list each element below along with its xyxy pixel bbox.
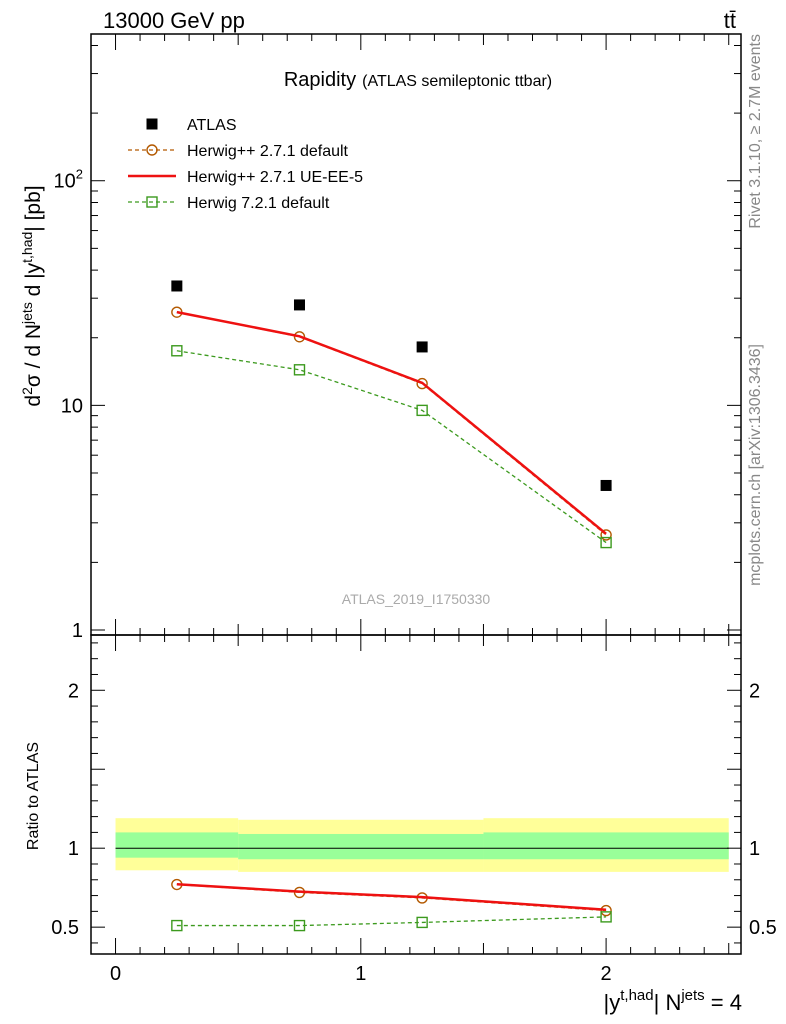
ratio-point-herwig-7-2-1-default (171, 919, 183, 932)
ratio-y-tick-label-right: 2 (749, 680, 760, 702)
ratio-uncertainty-bands (115, 818, 729, 872)
mcplots-label: mcplots.cern.ch [arXiv:1306.3436] (747, 344, 764, 586)
legend: ATLAS Herwig++ 2.7.1 default Herwig++ 2.7.… (128, 117, 363, 212)
ratio-x-tick-label: 2 (601, 963, 612, 985)
ratio-y-tick-label-right: 1 (749, 838, 760, 860)
ratio-y-tick-label: 2 (68, 680, 79, 702)
ratio-x-tick-label: 1 (355, 963, 366, 985)
main-point-herwig-7-2-1-default (600, 536, 612, 549)
main-point-herwig-7-2-1-default (416, 404, 428, 417)
ratio-plot-border (90, 634, 742, 955)
ratio-x-tick-label: 0 (110, 963, 121, 985)
analysis-watermark: ATLAS_2019_I1750330 (342, 591, 491, 607)
legend-label-herwig-2-7-1-default: Herwig++ 2.7.1 default (187, 143, 349, 160)
main-line-herwig-2-7-1-default (176, 311, 607, 536)
main-y-axis-label: d2σ / d Njets d |yt,had| [pb] (19, 185, 45, 406)
header-right: tt̄ (724, 8, 736, 33)
chart-title: Rapidity (ATLAS semileptonic ttbar) (284, 69, 552, 91)
main-point-atlas (600, 479, 612, 491)
ratio-plot-series (171, 878, 612, 932)
ratio-y-tick-label: 0.5 (51, 917, 79, 939)
ratio-point-herwig-7-2-1-default (416, 916, 428, 929)
rivet-label: Rivet 3.1.10, ≥ 2.7M events (747, 34, 764, 229)
ratio-line-herwig-2-7-1-ue-ee-5 (176, 882, 607, 912)
ratio-point-herwig-7-2-1-default (293, 919, 306, 932)
x-axis-label: |yt,had| Njets = 4 (604, 987, 742, 1015)
legend-marker-herwig-2-7-1-default (146, 144, 158, 156)
legend-marker-atlas (146, 118, 158, 130)
main-point-herwig-2-7-1-default (293, 331, 306, 343)
main-y-tick-label: 10 (61, 395, 83, 417)
ratio-plot-frame: 0 1 2 0.5 0.5 1 1 2 2 (51, 634, 777, 985)
main-point-herwig-7-2-1-default (293, 364, 306, 376)
ratio-band-inner-2 (483, 832, 729, 860)
main-point-atlas (416, 341, 428, 353)
ratio-y-tick-label: 1 (68, 838, 79, 860)
ratio-point-herwig-7-2-1-default (600, 911, 612, 923)
legend-label-herwig-7-2-1-default: Herwig 7.2.1 default (187, 195, 330, 212)
ratio-band-inner-0 (115, 832, 239, 858)
main-point-atlas (293, 299, 305, 311)
ratio-y-axis-label: Ratio to ATLAS (25, 742, 42, 850)
main-line-herwig-7-2-1-default (176, 350, 607, 544)
header-left: 13000 GeV pp (103, 8, 245, 33)
ratio-line-herwig-7-2-1-default (176, 916, 607, 927)
main-y-tick-label: 1 (72, 620, 83, 642)
ratio-y-tick-label-right: 0.5 (749, 917, 777, 939)
main-y-tick-label: 102 (54, 167, 83, 193)
main-point-herwig-7-2-1-default (171, 345, 183, 357)
legend-label-herwig-2-7-1-ue-ee-5: Herwig++ 2.7.1 UE-EE-5 (187, 169, 363, 186)
main-plot-series (171, 280, 612, 549)
main-point-herwig-2-7-1-default (600, 529, 612, 541)
main-y-tick-exponent: 2 (76, 167, 83, 182)
main-line-herwig-2-7-1-ue-ee-5 (176, 310, 607, 535)
legend-label-atlas: ATLAS (187, 117, 237, 134)
main-point-atlas (171, 280, 183, 292)
legend-marker-herwig-7-2-1-default (146, 196, 158, 208)
ratio-band-inner-1 (238, 833, 484, 860)
main-point-herwig-2-7-1-default (416, 377, 428, 390)
